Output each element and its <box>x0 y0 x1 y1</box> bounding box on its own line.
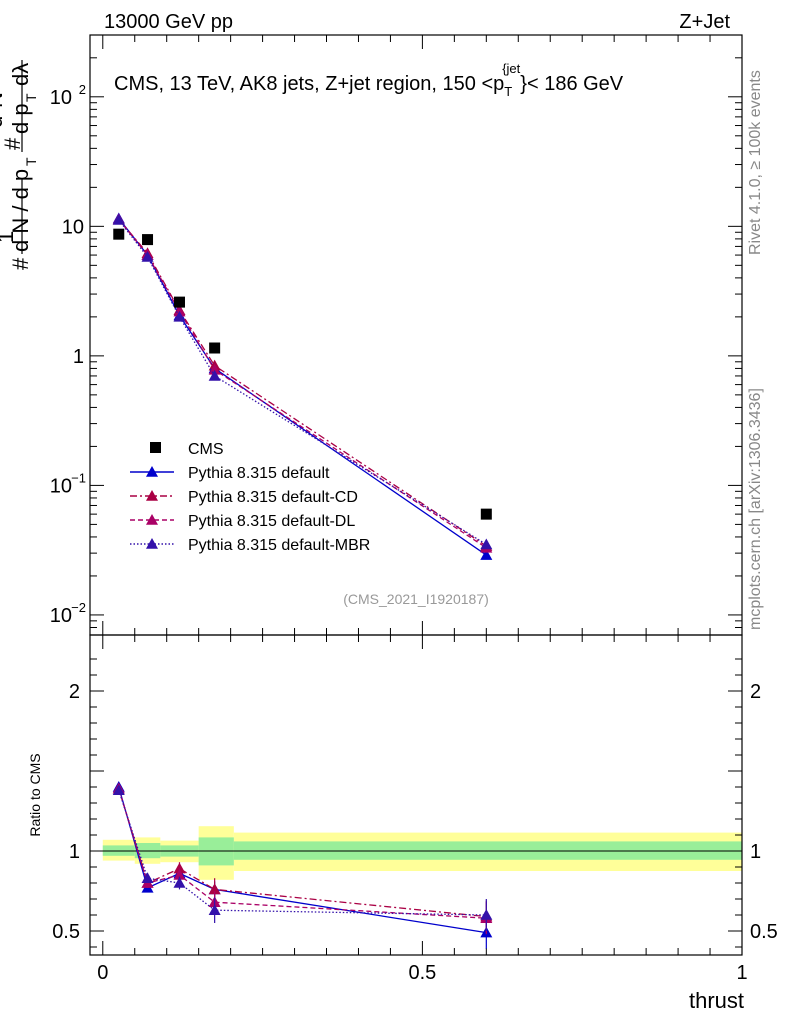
cms-data-point <box>113 228 125 240</box>
ratio-3-point <box>112 784 125 795</box>
analysis-id: (CMS_2021_I1920187) <box>343 591 489 607</box>
ratio-xtick-label: 0.5 <box>408 962 436 984</box>
svg-text:T: T <box>23 157 39 166</box>
cms-data-point <box>480 508 492 520</box>
legend-cms-marker <box>150 442 161 453</box>
svg-text:N: N <box>0 92 7 108</box>
svg-text:d p: d p <box>8 103 33 134</box>
main-ytick-exponent: −2 <box>71 600 86 615</box>
chart-title: CMS, 13 TeV, AK8 jets, Z+jet region, 150… <box>114 61 624 99</box>
ratio-3-point <box>173 877 186 888</box>
ratio-2-point <box>173 869 186 880</box>
ratio-ytick-label: 2 <box>69 681 80 703</box>
legend-label-3: Pythia 8.315 default-MBR <box>188 537 370 554</box>
main-ytick-label: 1 <box>73 346 84 368</box>
main-ytick-label: 10 <box>50 475 72 497</box>
header-right: Z+Jet <box>679 11 730 33</box>
svg-text:1: 1 <box>0 231 18 243</box>
main-ytick-exponent: 2 <box>79 82 86 97</box>
series-3-point <box>173 310 186 322</box>
legend-cms-label: CMS <box>188 441 224 458</box>
mcplots-label: mcplots.cern.ch [arXiv:1306.3436] <box>747 388 764 630</box>
main-ytick-exponent: −1 <box>71 470 86 485</box>
rivet-version-label: Rivet 4.1.0, ≥ 100k events <box>747 70 764 255</box>
svg-text:d N / d p: d N / d p <box>8 169 33 252</box>
ratio-3-point <box>141 872 154 883</box>
ratio-axes: 0.5 0.51 12 20 0.5 1 <box>52 634 778 984</box>
main-series <box>112 212 493 560</box>
legend-label-1: Pythia 8.315 default-CD <box>188 489 358 506</box>
ratio-1-point <box>208 883 221 895</box>
legend: CMS Pythia 8.315 default Pythia 8.315 defa… <box>130 441 370 554</box>
legend-marker-3 <box>146 538 158 549</box>
svg-text:dλ: dλ <box>8 63 33 86</box>
svg-text:T: T <box>23 93 39 102</box>
ratio-3-point <box>208 904 221 915</box>
x-axis-label: thrust <box>689 988 744 1013</box>
ratio-3-point <box>480 909 493 920</box>
series-3-point <box>112 213 125 225</box>
ratio-ytick-label: 1 <box>69 841 80 863</box>
header-left: 13000 GeV pp <box>104 11 233 33</box>
cms-data-point <box>142 234 154 246</box>
ratio-ytick-label: 0.5 <box>52 921 80 943</box>
cms-data-point <box>209 342 221 354</box>
main-ytick-label: 10 <box>50 605 72 627</box>
ratio-xtick-label: 0 <box>97 962 108 984</box>
ratio-ytick-label-right: 0.5 <box>750 921 778 943</box>
ratio-ytick-label-right: 2 <box>750 681 761 703</box>
ratio-ytick-label-right: 1 <box>750 841 761 863</box>
series-0-point <box>480 549 493 560</box>
ratio-1-point <box>173 862 186 874</box>
series-3-point <box>480 538 493 550</box>
ratio-series <box>112 781 493 949</box>
ratio-frame <box>89 634 743 956</box>
legend-marker-0 <box>146 466 158 477</box>
main-ytick-label: 10 <box>50 87 72 109</box>
series-3-point <box>208 369 221 381</box>
legend-marker-1 <box>146 490 158 501</box>
ratio-xtick-label: 1 <box>736 962 747 984</box>
svg-text:#: # <box>0 137 25 150</box>
legend-label-2: Pythia 8.315 default-DL <box>188 513 355 530</box>
cms-data-point <box>173 296 185 308</box>
ratio-line-3 <box>118 789 487 916</box>
ratio-ylabel: Ratio to CMS <box>27 753 43 836</box>
legend-marker-2 <box>146 514 158 525</box>
series-3-point <box>141 250 154 262</box>
ratio-uncertainty-bands <box>102 826 742 880</box>
svg-text:d: d <box>0 116 7 128</box>
main-ytick-label: 10 <box>62 216 84 238</box>
svg-text:#: # <box>8 257 33 270</box>
legend-label-0: Pythia 8.315 default <box>188 465 330 482</box>
main-ylabel: # d N / d p 1 T # d p T dλ d 2 N <box>0 60 39 270</box>
